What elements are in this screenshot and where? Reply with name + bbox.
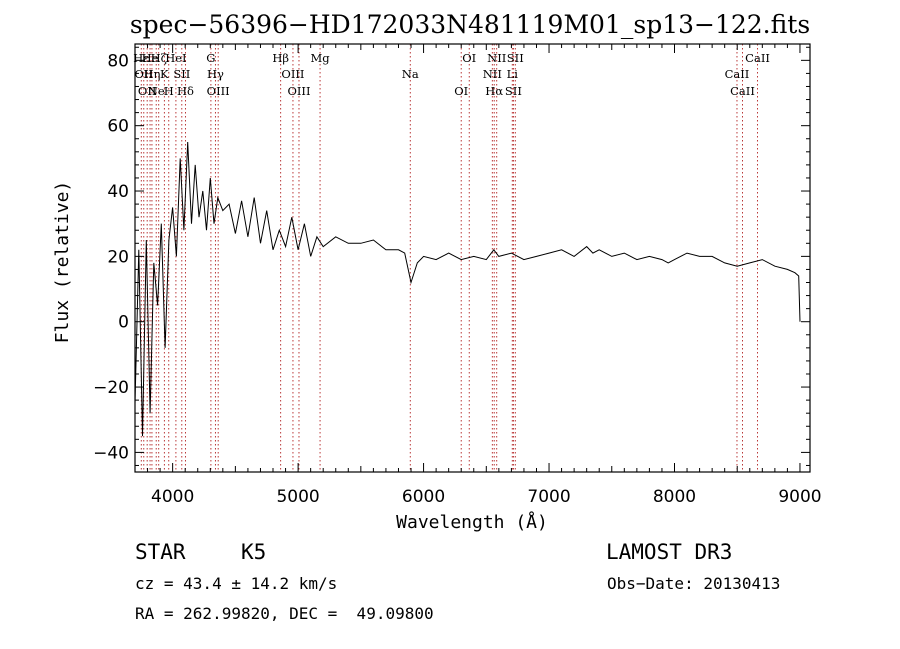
spectral-line-label: Li	[507, 67, 519, 81]
x-axis-label: Wavelength (Å)	[396, 511, 548, 533]
spectral-line-label: Hβ	[272, 51, 289, 65]
x-tick-label: 6000	[402, 487, 445, 507]
spectral-line-label: Hδ	[177, 84, 194, 98]
spectral-line-label: Hη	[143, 67, 160, 81]
spectral-line-label: H	[164, 84, 174, 98]
survey-name: LAMOST DR3	[606, 540, 733, 564]
spectral-line-label: CaII	[730, 84, 755, 98]
y-tick-label: 60	[107, 117, 129, 137]
spectral-line-label: OIII	[207, 84, 230, 98]
spectral-line-label: CaII	[725, 67, 750, 81]
x-tick-label: 7000	[527, 487, 570, 507]
spectral-line-label: Hε	[133, 51, 149, 65]
x-tick-label: 4000	[151, 487, 194, 507]
object-class: STAR	[135, 540, 186, 564]
spectral-line-label: CaII	[745, 51, 770, 65]
y-axis: −40 −20 0 20 40 60 80	[93, 46, 810, 466]
spectral-line-label: SII	[173, 67, 190, 81]
spectral-line-label: SII	[505, 84, 522, 98]
spectral-line-label: OIII	[281, 67, 304, 81]
spectral-line-label: NII	[487, 51, 506, 65]
spectral-line-label: OIII	[287, 84, 310, 98]
spectral-line-label: Hα	[485, 84, 503, 98]
y-tick-label: 40	[107, 182, 129, 202]
spectral-line-label: Hζ	[151, 51, 167, 65]
x-tick-label: 9000	[778, 487, 821, 507]
spectral-line-labels: Hε OII OII He Hη Ne Hζ KH HeI SII Hδ G Hγ OIII Hβ OIII O…	[133, 51, 770, 98]
spectral-line-markers	[140, 44, 759, 472]
spectral-line-label: Hγ	[207, 67, 224, 81]
spectral-line-label: Ne	[148, 84, 165, 98]
spectral-line-label: OII	[135, 67, 154, 81]
spectral-subclass: K5	[241, 540, 267, 564]
y-tick-label: 80	[107, 51, 129, 71]
spectral-line-label: Na	[402, 67, 419, 81]
observation-date: Obs−Date: 20130413	[607, 574, 781, 593]
radial-velocity: cz = 43.4 ± 14.2 km/s	[135, 574, 338, 593]
y-tick-label: −40	[93, 443, 129, 463]
spectral-line-label: HeI	[165, 51, 186, 65]
spectral-line-label: OI	[462, 51, 476, 65]
chart-title: spec−56396−HD172033N481119M01_sp13−122.f…	[130, 10, 810, 39]
x-tick-label: 5000	[276, 487, 319, 507]
plot-frame	[134, 43, 811, 473]
spectral-line-label: Mg	[310, 51, 330, 65]
spectral-line-label: OII	[138, 84, 157, 98]
flux-line	[134, 141, 801, 437]
ra-dec-coordinates: RA = 262.99820, DEC = 49.09800	[135, 604, 434, 623]
x-tick-label: 8000	[653, 487, 696, 507]
spectral-line-label: K	[160, 67, 169, 81]
y-tick-label: 0	[118, 313, 129, 333]
x-axis: 4000 5000 6000 7000 8000 9000	[147, 44, 822, 507]
spectral-line-label: NII	[483, 67, 502, 81]
spectral-line-label: SII	[507, 51, 524, 65]
y-tick-label: 20	[107, 247, 129, 267]
spectral-line-label: He	[142, 51, 159, 65]
flux-series	[134, 141, 801, 437]
y-tick-label: −20	[93, 378, 129, 398]
spectral-line-label: OI	[454, 84, 468, 98]
spectral-line-label: G	[206, 51, 215, 65]
y-axis-label: Flux (relative)	[52, 181, 73, 344]
